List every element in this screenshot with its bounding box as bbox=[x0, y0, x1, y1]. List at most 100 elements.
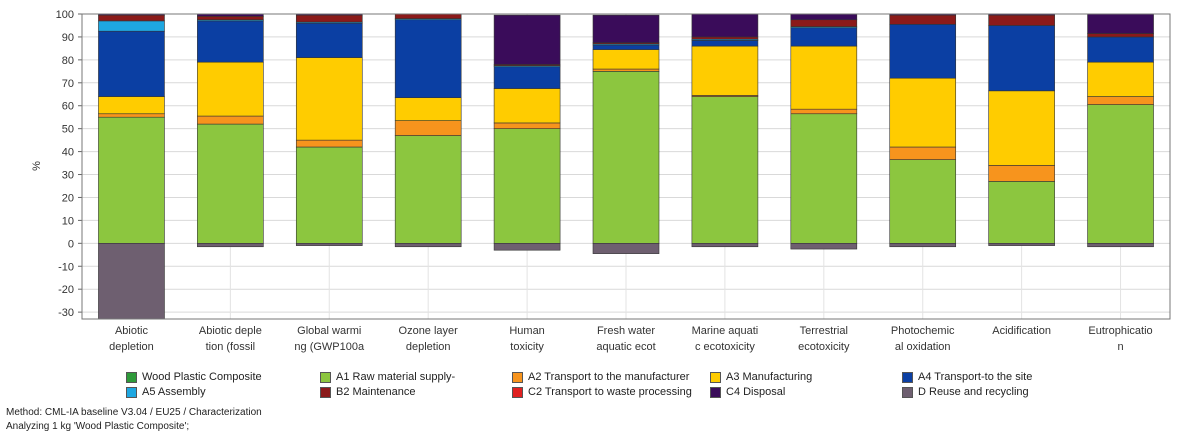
y-tick-label: 100 bbox=[56, 9, 74, 21]
bar-segment bbox=[98, 14, 165, 22]
bar-segment bbox=[394, 13, 462, 19]
bar-segment bbox=[394, 135, 462, 244]
bar-segment bbox=[197, 243, 264, 248]
bar-segment bbox=[790, 108, 858, 115]
bar-segment bbox=[1087, 96, 1154, 105]
bar-segment bbox=[1087, 61, 1154, 97]
bar-segment bbox=[592, 68, 660, 72]
legend-label: C4 Disposal bbox=[726, 386, 786, 398]
y-tick-label: -10 bbox=[58, 261, 74, 273]
bar-segment bbox=[493, 66, 561, 89]
bar-segment bbox=[493, 122, 561, 129]
bar-segment bbox=[1087, 243, 1154, 248]
x-tick-label: tion (fossil bbox=[206, 341, 256, 353]
x-tick-label: Eutrophicatio bbox=[1088, 325, 1152, 337]
bar-segment bbox=[98, 96, 165, 115]
x-tick-label: n bbox=[1117, 341, 1123, 353]
bar-segment bbox=[493, 14, 561, 65]
x-tick-label: Global warmi bbox=[297, 325, 361, 337]
bar-segment bbox=[295, 22, 363, 58]
legend-swatch bbox=[902, 371, 913, 383]
x-tick-label: depletion bbox=[406, 341, 451, 353]
stacked-bar-chart: -30 -20 -10 0 10 20 30 40 50 60 70 80 90 100 Abiotic de… bbox=[31, 9, 1171, 353]
bar-segment bbox=[889, 146, 957, 160]
bar-segment bbox=[691, 243, 759, 248]
x-tick-label: Fresh water bbox=[597, 325, 655, 337]
bar-segment bbox=[98, 20, 165, 32]
bar-segment bbox=[691, 40, 759, 47]
legend-item: A2 Transport to the manufacturer bbox=[512, 371, 689, 383]
x-tick-label: Terrestrial bbox=[800, 325, 848, 337]
legend-label: Wood Plastic Composite bbox=[142, 371, 262, 383]
x-tick-label: Ozone layer bbox=[399, 325, 459, 337]
y-tick-label: -30 bbox=[58, 307, 74, 319]
legend-swatch bbox=[512, 371, 523, 383]
bar-segment bbox=[295, 243, 363, 246]
y-tick-label: 50 bbox=[62, 124, 74, 136]
x-tick-label: Acidification bbox=[992, 325, 1051, 337]
y-tick-label: 80 bbox=[62, 55, 74, 67]
legend-item: C4 Disposal bbox=[710, 386, 785, 398]
x-tick-label: c ecotoxicity bbox=[695, 341, 755, 353]
y-tick-label: 90 bbox=[62, 32, 74, 44]
bar-segment bbox=[790, 113, 858, 244]
legend-label: A5 Assembly bbox=[142, 386, 206, 398]
x-tick-label: Abiotic deple bbox=[199, 325, 262, 337]
plot-frame bbox=[81, 13, 1171, 320]
bar-segment bbox=[889, 24, 957, 79]
bar-segment bbox=[197, 61, 264, 117]
legend-swatch bbox=[512, 386, 523, 398]
bar-segment bbox=[790, 13, 858, 21]
bar-segment bbox=[790, 19, 858, 27]
bar-segment bbox=[691, 36, 759, 40]
legend-item: A3 Manufacturing bbox=[710, 371, 812, 383]
bar-segment bbox=[1087, 13, 1154, 34]
bar-segment bbox=[1087, 33, 1154, 38]
bar-segment bbox=[197, 15, 264, 21]
bar-segment bbox=[889, 14, 957, 25]
bar-segment bbox=[988, 25, 1055, 92]
bar-segment bbox=[988, 181, 1055, 244]
bar-segment bbox=[295, 14, 363, 23]
bar-segment bbox=[790, 243, 858, 250]
bar-segment bbox=[493, 243, 561, 251]
bar-segment bbox=[592, 14, 660, 43]
legend-label: C2 Transport to waste processing bbox=[528, 386, 692, 398]
bar-segment bbox=[295, 57, 363, 141]
bar-segment bbox=[197, 123, 264, 244]
y-tick-label: 30 bbox=[62, 170, 74, 182]
axes: -30 -20 -10 0 10 20 30 40 50 60 70 80 90 100 Abiotic de… bbox=[56, 9, 1171, 353]
bar-segment bbox=[295, 139, 363, 148]
y-axis-label: % bbox=[31, 161, 43, 171]
y-tick-label: 40 bbox=[62, 147, 74, 159]
bar-segment bbox=[889, 77, 957, 148]
bar-segment bbox=[988, 243, 1055, 246]
bar-segment bbox=[98, 113, 165, 118]
bar-segment bbox=[691, 13, 759, 38]
bar-segment bbox=[197, 115, 264, 125]
legend-swatch bbox=[320, 386, 331, 398]
bar-segment bbox=[790, 45, 858, 110]
legend-label: A4 Transport-to the site bbox=[918, 371, 1033, 383]
bar-segment bbox=[988, 14, 1055, 26]
legend-item: A4 Transport-to the site bbox=[902, 371, 1032, 383]
analyzing-text: Analyzing 1 kg 'Wood Plastic Composite'; bbox=[6, 421, 190, 432]
legend-label: A3 Manufacturing bbox=[726, 371, 813, 383]
bar-segment bbox=[197, 20, 264, 63]
bar-segment bbox=[394, 120, 462, 136]
bar-segment bbox=[295, 146, 363, 244]
footer: Method: CML-IA baseline V3.04 / EU25 / C… bbox=[6, 406, 262, 434]
bar-stacks bbox=[98, 13, 1154, 320]
method-text: Method: CML-IA baseline V3.04 / EU25 / C… bbox=[6, 407, 262, 418]
x-tick-label: ecotoxicity bbox=[798, 341, 850, 353]
x-tick-label: al oxidation bbox=[895, 341, 951, 353]
legend-label: A1 Raw material supply- bbox=[336, 371, 456, 383]
x-tick-label: Human bbox=[509, 325, 544, 337]
legend-item: D Reuse and recycling bbox=[902, 386, 1029, 398]
legend-swatch bbox=[320, 371, 331, 383]
legend-label: D Reuse and recycling bbox=[918, 386, 1029, 398]
legend-label: B2 Maintenance bbox=[336, 386, 416, 398]
bar-segment bbox=[394, 243, 462, 248]
x-tick-label: Marine aquati bbox=[692, 325, 759, 337]
y-tick-label: -20 bbox=[58, 284, 74, 296]
